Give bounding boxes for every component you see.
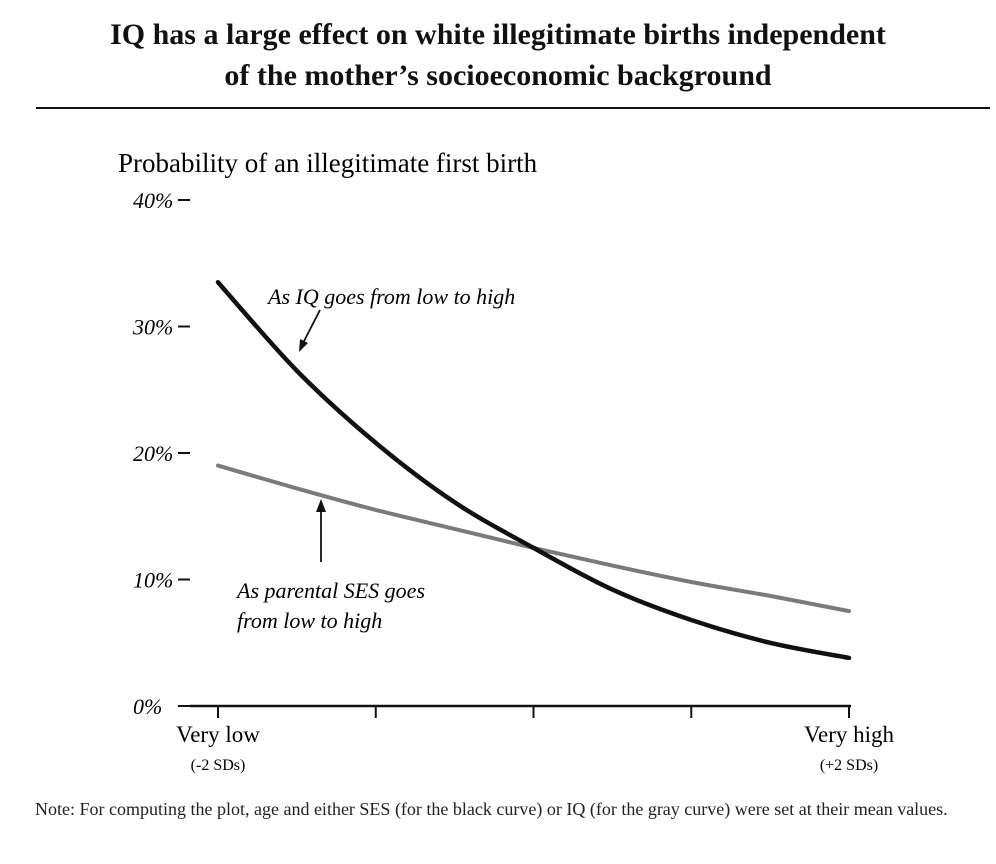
chart-title-line-2: of the mother’s socioeconomic background [224, 59, 772, 92]
x-tick-sublabel: (+2 SDs) [820, 757, 878, 774]
annotations-group: As IQ goes from low to high As parental S… [235, 284, 515, 633]
chart-title: IQ has a large effect on white illegitim… [0, 14, 996, 96]
title-rule [36, 107, 990, 109]
y-tick-label: 10% [133, 568, 173, 593]
y-tick-label: 40% [133, 188, 173, 213]
axes: 0% 10% 20% 30% 40% Very low (-2 SDs) Very high (… [132, 188, 895, 774]
series-line-iq [215, 279, 852, 661]
chart-title-line-1: IQ has a large effect on white illegitim… [110, 18, 886, 51]
y-axis-label: Probability of an illegitimate first bir… [118, 148, 538, 178]
annotation-text-iq: As IQ goes from low to high [266, 284, 515, 309]
annotation-arrowhead-ses [316, 499, 326, 512]
y-tick-label: 30% [132, 315, 173, 340]
x-tick-label: Very high [804, 722, 895, 747]
chart-note: Note: For computing the plot, age and ei… [35, 799, 948, 819]
annotation-arrowhead-iq [299, 339, 308, 352]
x-tick-label: Very low [176, 722, 260, 747]
annotation-text-ses: As parental SES goes [235, 578, 425, 603]
series-group [215, 279, 852, 661]
x-tick-sublabel: (-2 SDs) [191, 757, 246, 774]
y-tick-label: 20% [133, 441, 173, 466]
annotation-text-ses: from low to high [237, 608, 382, 633]
annotation-arrow-iq [301, 309, 321, 346]
y-tick-label: 0% [133, 694, 162, 719]
